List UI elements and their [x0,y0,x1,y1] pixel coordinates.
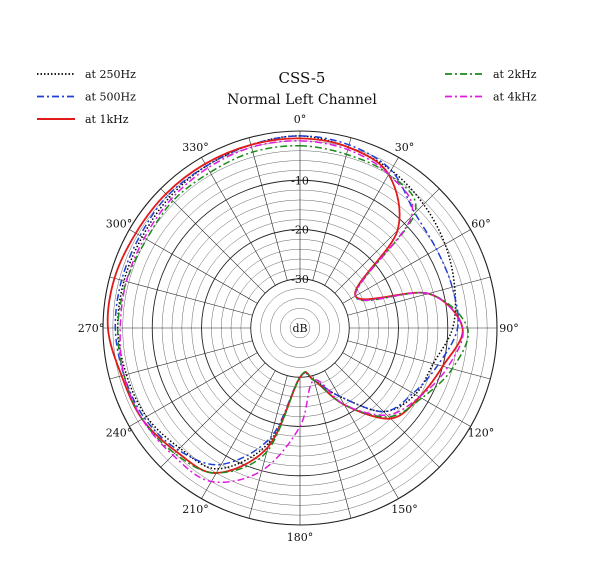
series-line-250 [117,135,457,470]
grid-spoke [109,276,253,316]
legend-label-1k: at 1kHz [85,113,129,126]
grid-spoke [129,229,258,304]
grid-spoke [347,340,491,380]
series-line-4k [119,140,464,483]
grid-spoke [160,188,266,294]
grid-spoke [312,137,352,281]
grid-spoke [347,276,491,316]
angle-tick-label: 60° [471,218,491,231]
grid-spoke [324,157,399,286]
grid-spoke [342,229,471,304]
legend-right: at 2kHz at 4kHz [445,68,537,104]
angle-tick-label: 210° [182,503,209,516]
polar-grid [102,130,498,526]
grid-spoke [201,157,276,286]
legend-label-500: at 500Hz [85,91,136,104]
angle-tick-label: 300° [106,218,133,231]
grid-ring [270,298,330,358]
radial-tick-label: -10 [291,174,309,187]
legend-left: at 250Hz at 500Hz at 1kHz [37,68,136,126]
grid-ring [260,288,340,368]
angle-tick-label: 270° [78,322,105,335]
angle-tick-label: 0° [294,113,307,126]
grid-spoke [334,362,440,468]
angle-tick-label: 330° [182,141,209,154]
grid-ring [280,308,320,348]
legend-label-2k: at 2kHz [493,68,537,81]
grid-spoke [129,352,258,427]
grid-spoke [109,340,253,380]
angle-tick-label: 120° [468,427,495,440]
radial-tick-label: -20 [291,224,309,237]
grid-spoke [312,375,352,519]
legend-label-4k: at 4kHz [493,91,537,104]
radial-tick-label: -30 [291,273,309,286]
angle-tick-label: 90° [499,322,519,335]
radial-unit-label: dB [292,322,307,335]
grid-spoke [324,370,399,499]
angle-tick-label: 150° [391,503,418,516]
series-lines [106,135,469,483]
grid-spoke [248,137,288,281]
grid-ring [289,317,311,339]
chart-title: CSS-5 [279,69,326,87]
chart-subtitle: Normal Left Channel [227,92,377,108]
angle-tick-label: 240° [106,427,133,440]
angle-tick-label: 180° [287,531,314,544]
grid-spoke [334,188,440,294]
angle-tick-label: 30° [395,141,415,154]
legend-label-250: at 250Hz [85,68,136,81]
grid-spoke [342,352,471,427]
grid-spoke [201,370,276,499]
tick-labels: -10 -20 -30 dB 0° 30° 60° 90° 120° 150° 180° 210° 24… [78,113,519,544]
